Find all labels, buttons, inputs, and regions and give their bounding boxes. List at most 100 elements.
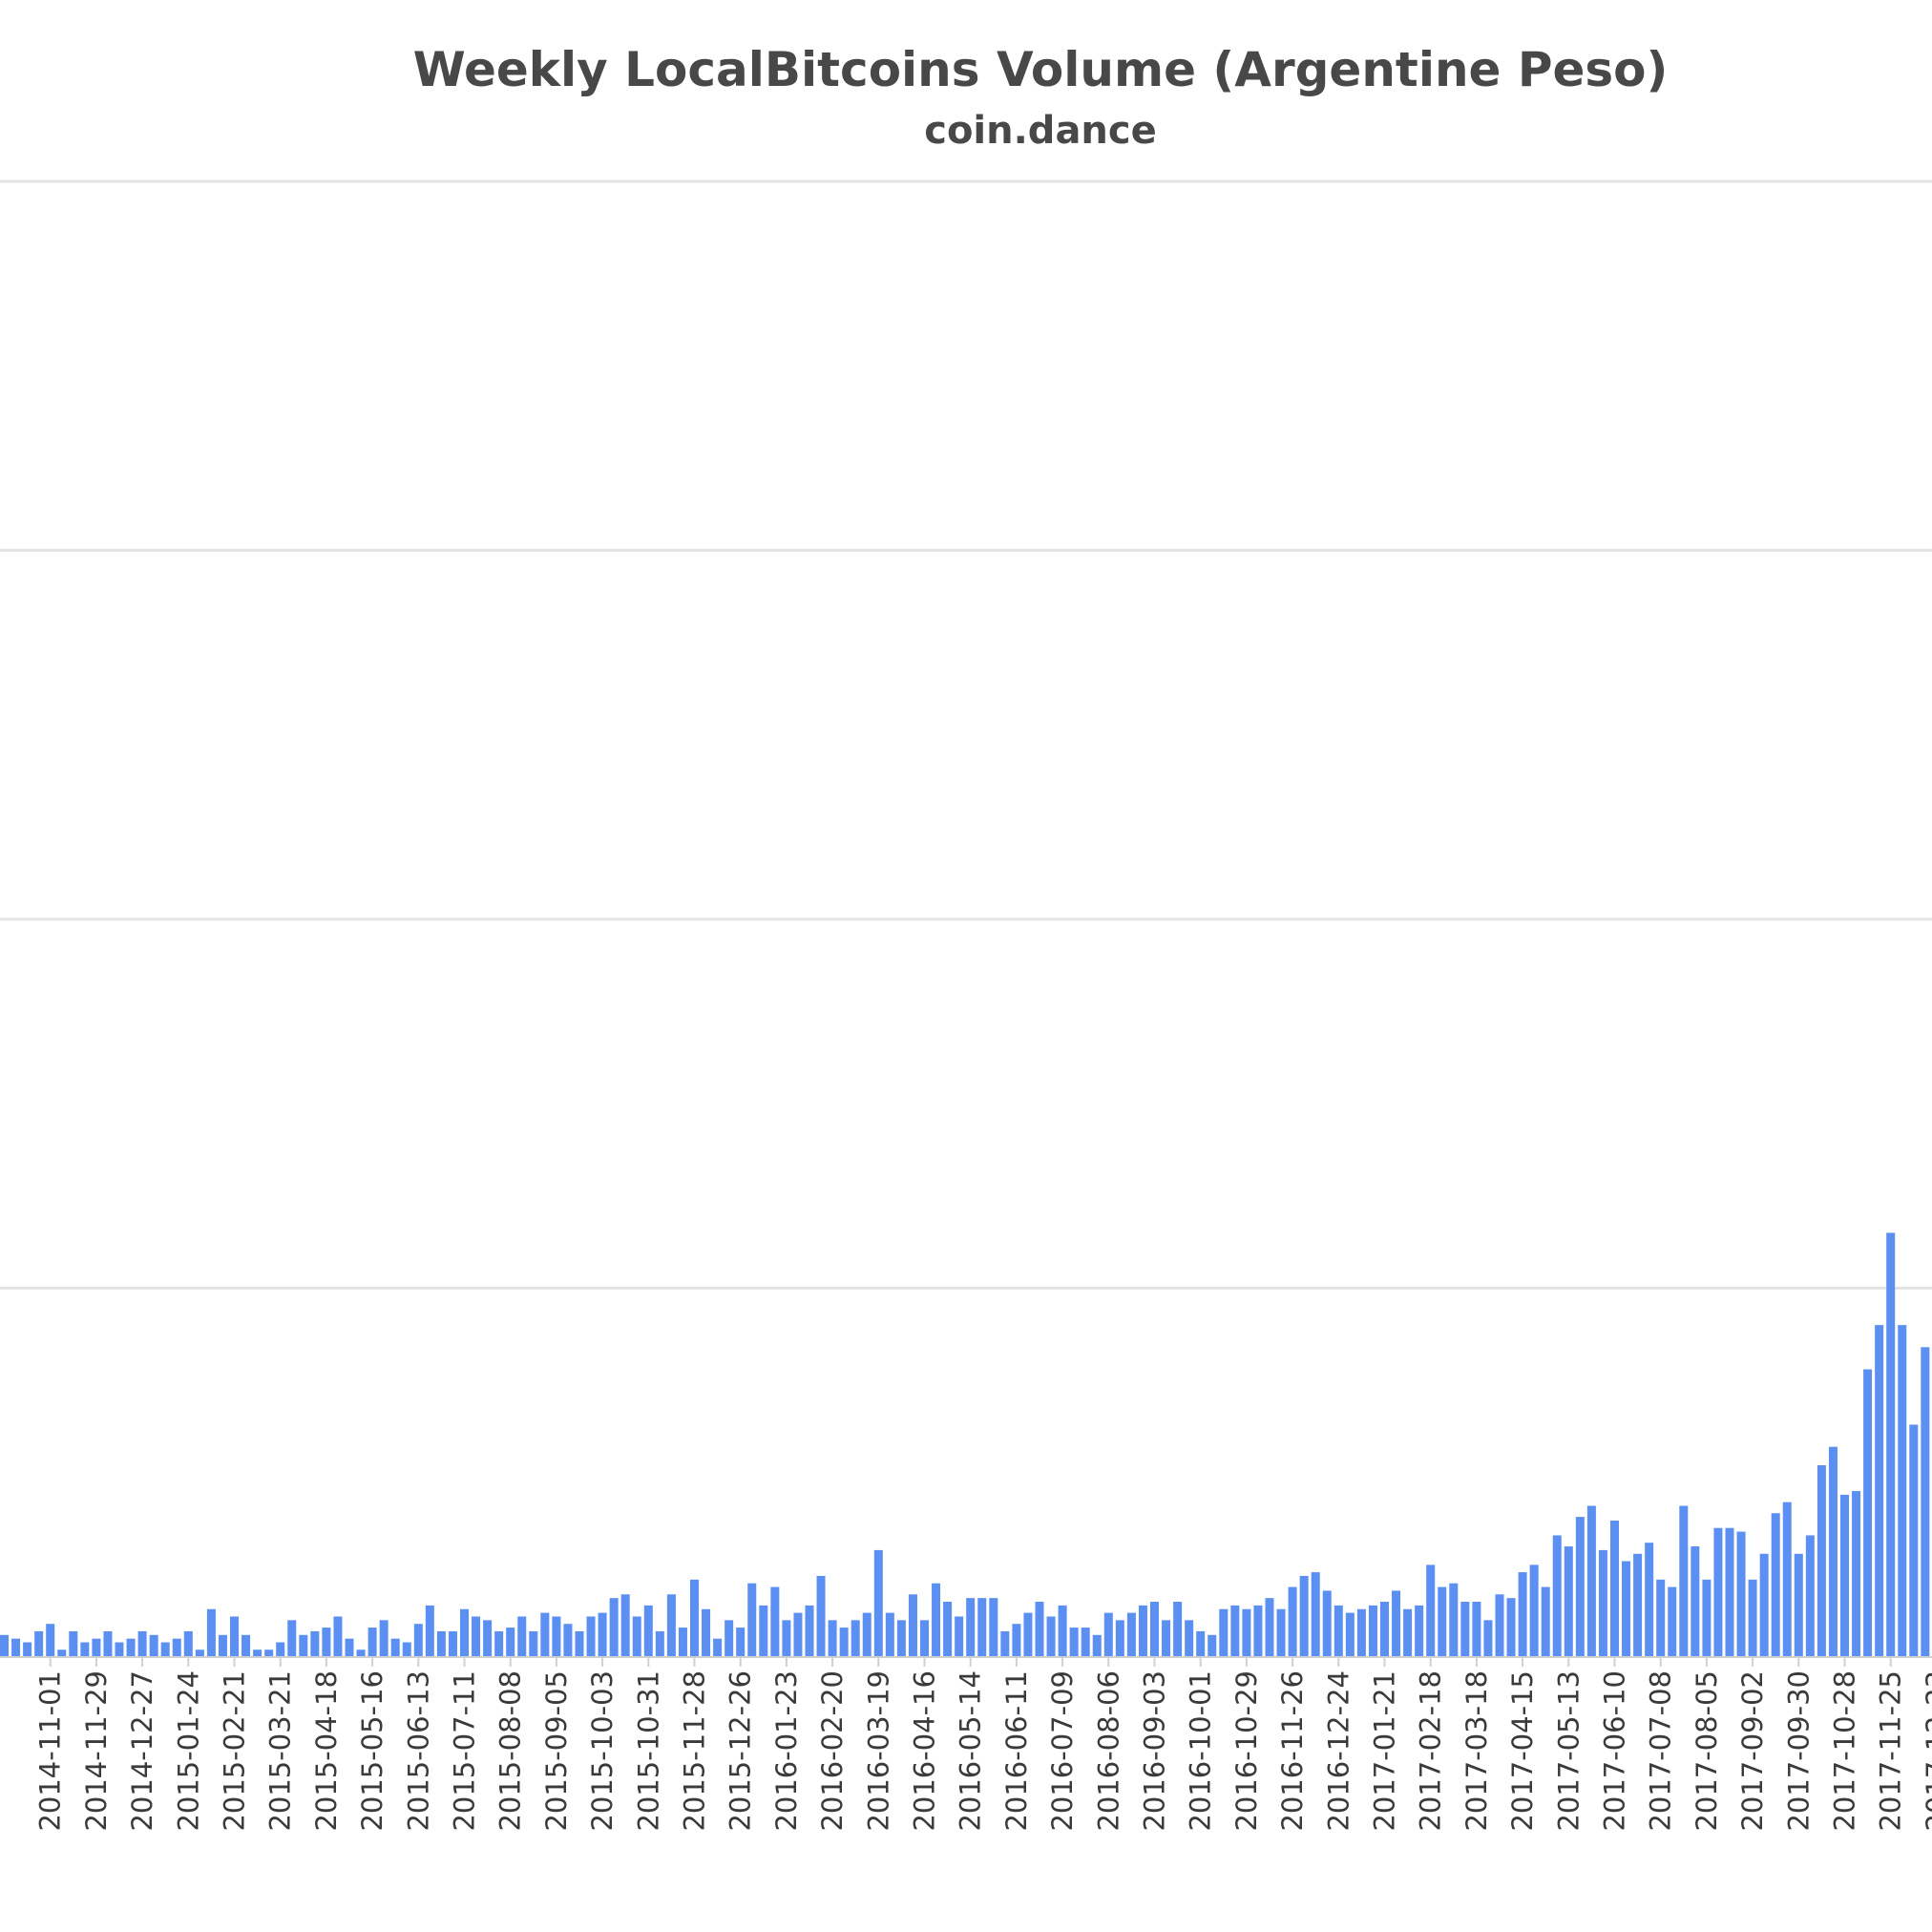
gridlines — [0, 179, 1932, 1290]
x-tick-label: 2017-04-15 — [1506, 1670, 1539, 1832]
bar — [1000, 1630, 1010, 1657]
x-tick-label: 2017-08-05 — [1690, 1670, 1723, 1832]
bar — [46, 1624, 55, 1657]
bar — [1069, 1628, 1079, 1657]
bar — [1713, 1527, 1723, 1657]
bar — [1518, 1572, 1527, 1657]
bar — [23, 1642, 32, 1657]
bar — [989, 1598, 998, 1657]
x-tick-label: 2016-12-24 — [1322, 1670, 1354, 1832]
bar — [747, 1583, 757, 1657]
x-tick-label: 2015-01-24 — [172, 1670, 204, 1832]
bar — [932, 1583, 941, 1657]
bar — [609, 1598, 619, 1657]
bar — [1529, 1564, 1539, 1657]
bar — [713, 1638, 723, 1657]
bar — [92, 1638, 101, 1657]
bar — [873, 1549, 883, 1657]
bar — [1690, 1546, 1700, 1657]
x-tick-label: 2015-03-21 — [264, 1670, 297, 1832]
bar — [472, 1616, 481, 1657]
x-tick-label: 2017-12-23 — [1921, 1670, 1932, 1832]
bar — [770, 1586, 780, 1657]
bar — [0, 1634, 9, 1657]
bar — [1816, 1465, 1826, 1657]
bar — [805, 1605, 814, 1657]
bar — [1103, 1612, 1113, 1657]
bar — [160, 1642, 170, 1657]
bar — [1265, 1598, 1274, 1657]
bar — [310, 1630, 320, 1657]
bar — [1633, 1553, 1643, 1657]
bar — [1828, 1446, 1838, 1657]
x-tick-label: 2015-09-05 — [540, 1670, 573, 1832]
bar — [643, 1605, 653, 1657]
bar — [1173, 1602, 1183, 1657]
bar — [1679, 1505, 1689, 1657]
bar — [356, 1649, 366, 1657]
bar — [390, 1638, 400, 1657]
bar — [425, 1605, 434, 1657]
chart-title: Weekly LocalBitcoins Volume (Argentine P… — [412, 42, 1669, 97]
bar — [206, 1608, 216, 1657]
bar — [1415, 1605, 1424, 1657]
bar — [1276, 1608, 1286, 1657]
bar — [149, 1634, 158, 1657]
x-tick-label: 2016-09-03 — [1139, 1670, 1171, 1832]
bar — [920, 1620, 929, 1657]
bar — [966, 1598, 976, 1657]
bar — [1092, 1634, 1102, 1657]
bar — [1162, 1620, 1171, 1657]
bar — [1460, 1602, 1470, 1657]
bar — [1356, 1608, 1366, 1657]
bar — [1126, 1612, 1136, 1657]
bar — [1081, 1628, 1090, 1657]
bar — [460, 1608, 469, 1657]
bar — [1575, 1517, 1585, 1657]
bar — [345, 1638, 354, 1657]
x-tick-label: 2017-05-13 — [1552, 1670, 1585, 1832]
bar — [1219, 1608, 1228, 1657]
x-tick-label: 2016-07-09 — [1046, 1670, 1079, 1832]
bar — [368, 1628, 377, 1657]
bar — [1253, 1605, 1263, 1657]
bar — [517, 1616, 527, 1657]
bar — [885, 1612, 894, 1657]
bar — [195, 1649, 204, 1657]
bar — [620, 1594, 630, 1657]
x-tick-label: 2017-10-28 — [1829, 1670, 1861, 1832]
bar — [1299, 1575, 1309, 1657]
bar — [1150, 1602, 1159, 1657]
bar — [299, 1634, 308, 1657]
x-tick-label: 2016-11-26 — [1276, 1670, 1309, 1832]
bar — [1035, 1602, 1044, 1657]
bar — [1380, 1602, 1389, 1657]
bar — [506, 1628, 515, 1657]
bar — [850, 1620, 860, 1657]
bar — [218, 1634, 227, 1657]
bar — [1840, 1494, 1849, 1657]
x-tick-label: 2015-02-21 — [219, 1670, 251, 1832]
bar — [724, 1620, 734, 1657]
bar — [1586, 1505, 1596, 1657]
bar — [413, 1624, 423, 1657]
x-tick-label: 2017-03-18 — [1460, 1670, 1493, 1832]
x-tick-label: 2015-06-13 — [402, 1670, 434, 1832]
x-tick-label: 2014-11-01 — [34, 1670, 67, 1832]
bar — [126, 1638, 136, 1657]
bar — [494, 1630, 504, 1657]
bar — [1426, 1564, 1436, 1657]
bar — [379, 1620, 388, 1657]
bar — [1852, 1491, 1861, 1657]
chart-subtitle: coin.dance — [924, 109, 1157, 153]
bar — [183, 1630, 193, 1657]
bar — [1622, 1561, 1631, 1657]
bar — [540, 1612, 550, 1657]
x-tick-label: 2015-04-18 — [310, 1670, 343, 1832]
bar — [839, 1628, 849, 1657]
bar — [1115, 1620, 1124, 1657]
x-tick-label: 2017-01-21 — [1369, 1670, 1401, 1832]
bar — [955, 1616, 964, 1657]
bar — [1610, 1520, 1619, 1657]
